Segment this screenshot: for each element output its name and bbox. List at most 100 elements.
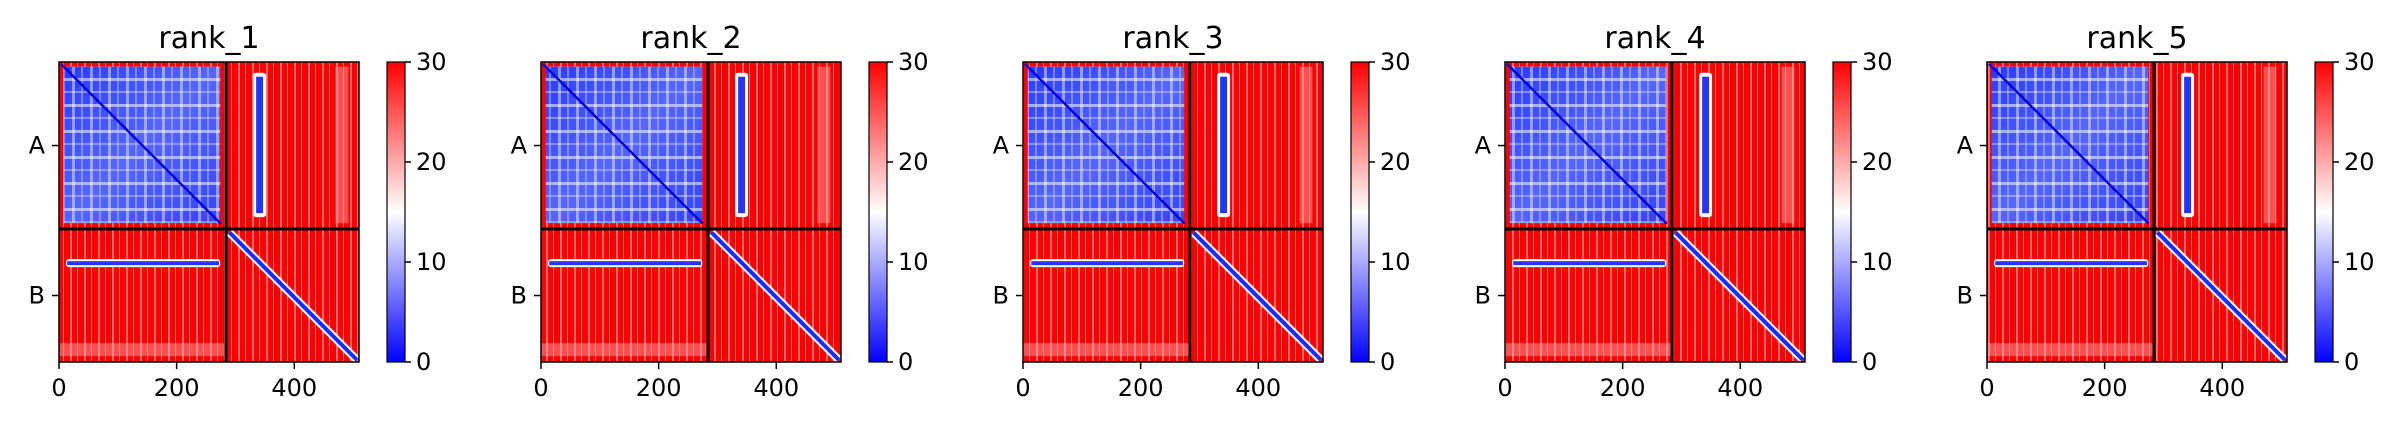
interface-band-ba [1031,261,1183,266]
diagonal-a [542,63,704,225]
interface-band-ba [1513,261,1665,266]
x-tick-label: 0 [1497,374,1512,402]
axes-frame [1504,61,1806,363]
panel-title: rank_2 [640,21,741,56]
axes-frame [58,61,360,363]
x-tick-label: 400 [753,374,799,402]
ba-faint-rows [59,343,227,357]
colorbar [387,62,405,362]
colorbar-tick-label: 10 [416,248,447,276]
y-tick-label: B [511,282,527,310]
y-tick-label: A [29,132,46,160]
y-tick-label: A [993,132,1010,160]
ba-faint-rows [541,343,709,357]
y-tick-label: B [1957,282,1973,310]
interface-band-ba [549,261,701,266]
colorbar-tick-label: 30 [1862,48,1893,76]
colorbar [1833,62,1851,362]
interface-band-ab [256,76,264,214]
y-tick-label: A [511,132,528,160]
colorbar-tick-label: 30 [898,48,929,76]
colorbar-tick-label: 20 [1380,148,1411,176]
panel-title: rank_5 [2086,21,2187,56]
panel-3: rank_3 A B 0 200 400 0 10 20 30 [993,21,1411,402]
colorbar-tick-label: 10 [1380,248,1411,276]
diagonal-a [1988,63,2150,225]
x-tick-label: 200 [1600,374,1646,402]
colorbar-frame [868,61,888,363]
interface-band-ab [1220,76,1228,214]
colorbar-tick-label: 30 [416,48,447,76]
x-tick-label: 200 [154,374,200,402]
ab-faint-columns [817,66,831,224]
x-tick-label: 200 [636,374,682,402]
x-tick-label: 0 [533,374,548,402]
colorbar-tick-label: 10 [2344,248,2375,276]
ba-faint-rows [1023,343,1191,357]
y-tick-label: B [1475,282,1491,310]
axes-frame [1022,61,1324,363]
colorbar-tick-label: 30 [2344,48,2375,76]
diagonal-b [710,231,841,362]
panel-1: rank_1 A B 0 200 400 0 10 20 30 [29,21,447,402]
x-tick-label: 200 [1118,374,1164,402]
colorbar-tick-label: 20 [898,148,929,176]
y-tick-label: B [993,282,1009,310]
colorbar-tick-label: 0 [416,348,431,376]
diagonal-b [1192,231,1323,362]
x-tick-label: 400 [1717,374,1763,402]
x-tick-label: 0 [51,374,66,402]
colorbar-tick-label: 20 [416,148,447,176]
colorbar-tick-label: 30 [1380,48,1411,76]
colorbar-tick-label: 0 [1862,348,1877,376]
ba-faint-rows [1987,343,2155,357]
diagonal-a [60,63,222,225]
colorbar-tick-label: 0 [898,348,913,376]
diagonal-a [1024,63,1186,225]
x-tick-label: 400 [271,374,317,402]
colorbar [1351,62,1369,362]
colorbar-tick-label: 0 [1380,348,1395,376]
ab-faint-columns [1781,66,1795,224]
y-tick-label: A [1957,132,1974,160]
interface-band-ab [738,76,746,214]
interface-band-ba [67,261,219,266]
axes-frame [540,61,842,363]
panel-title: rank_1 [158,21,259,56]
diagonal-b [1674,231,1805,362]
diagonal-a [1506,63,1668,225]
diagonal-b [228,231,359,362]
colorbar-frame [386,61,406,363]
x-tick-label: 0 [1979,374,1994,402]
colorbar-frame [1832,61,1852,363]
panel-title: rank_3 [1122,21,1223,56]
interface-band-ab [1702,76,1710,214]
colorbar-tick-label: 0 [2344,348,2359,376]
ba-faint-rows [1505,343,1673,357]
panel-5: rank_5 A B 0 200 400 0 10 20 30 [1957,21,2375,402]
axes-frame [1986,61,2288,363]
y-tick-label: B [29,282,45,310]
ab-faint-columns [1299,66,1313,224]
panel-2: rank_2 A B 0 200 400 0 10 20 30 [511,21,929,402]
x-tick-label: 200 [2082,374,2128,402]
colorbar-frame [2314,61,2334,363]
colorbar-tick-label: 10 [1862,248,1893,276]
ab-faint-columns [335,66,349,224]
x-tick-label: 400 [2199,374,2245,402]
y-tick-label: A [1475,132,1492,160]
interface-band-ab [2184,76,2192,214]
ab-faint-columns [2263,66,2277,224]
interface-band-ba [1995,261,2147,266]
colorbar-frame [1350,61,1370,363]
panel-4: rank_4 A B 0 200 400 0 10 20 30 [1475,21,1893,402]
colorbar [2315,62,2333,362]
diagonal-b [2156,231,2287,362]
colorbar [869,62,887,362]
panel-title: rank_4 [1604,21,1705,56]
x-tick-label: 400 [1235,374,1281,402]
colorbar-tick-label: 20 [2344,148,2375,176]
colorbar-tick-label: 10 [898,248,929,276]
